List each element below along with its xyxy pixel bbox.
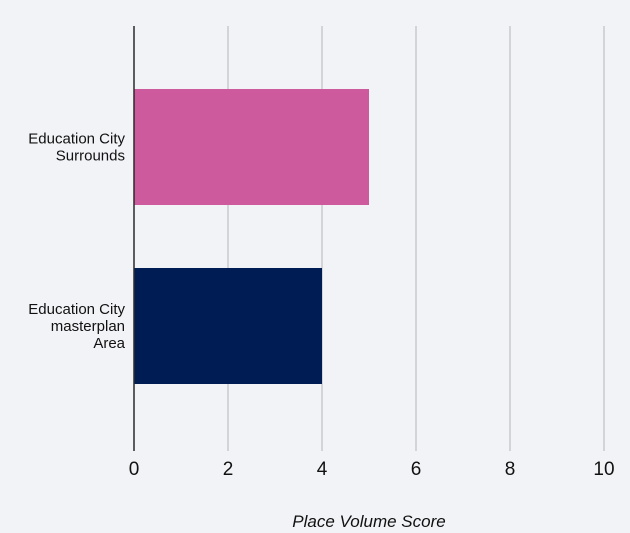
bar-1 bbox=[134, 268, 322, 384]
bar-0 bbox=[134, 89, 369, 205]
category-label-1-line-0: Education City bbox=[28, 301, 125, 318]
tick-labels: 0 2 4 6 8 10 bbox=[129, 459, 615, 480]
x-axis-title: Place Volume Score bbox=[292, 512, 445, 531]
category-label-1-line-1: masterplan bbox=[51, 318, 125, 335]
category-label-0-line-0: Education City bbox=[28, 131, 125, 148]
bars bbox=[134, 89, 369, 384]
x-tick-label-8: 8 bbox=[505, 459, 516, 480]
category-label-0: Education City Surrounds bbox=[28, 131, 125, 165]
x-tick-label-10: 10 bbox=[593, 459, 614, 480]
category-label-1-line-2: Area bbox=[93, 335, 125, 352]
category-label-1: Education City masterplan Area bbox=[28, 301, 125, 352]
x-tick-label-6: 6 bbox=[411, 459, 422, 480]
x-tick-label-4: 4 bbox=[317, 459, 328, 480]
x-tick-label-2: 2 bbox=[223, 459, 234, 480]
category-label-0-line-1: Surrounds bbox=[56, 148, 125, 165]
x-tick-label-0: 0 bbox=[129, 459, 140, 480]
